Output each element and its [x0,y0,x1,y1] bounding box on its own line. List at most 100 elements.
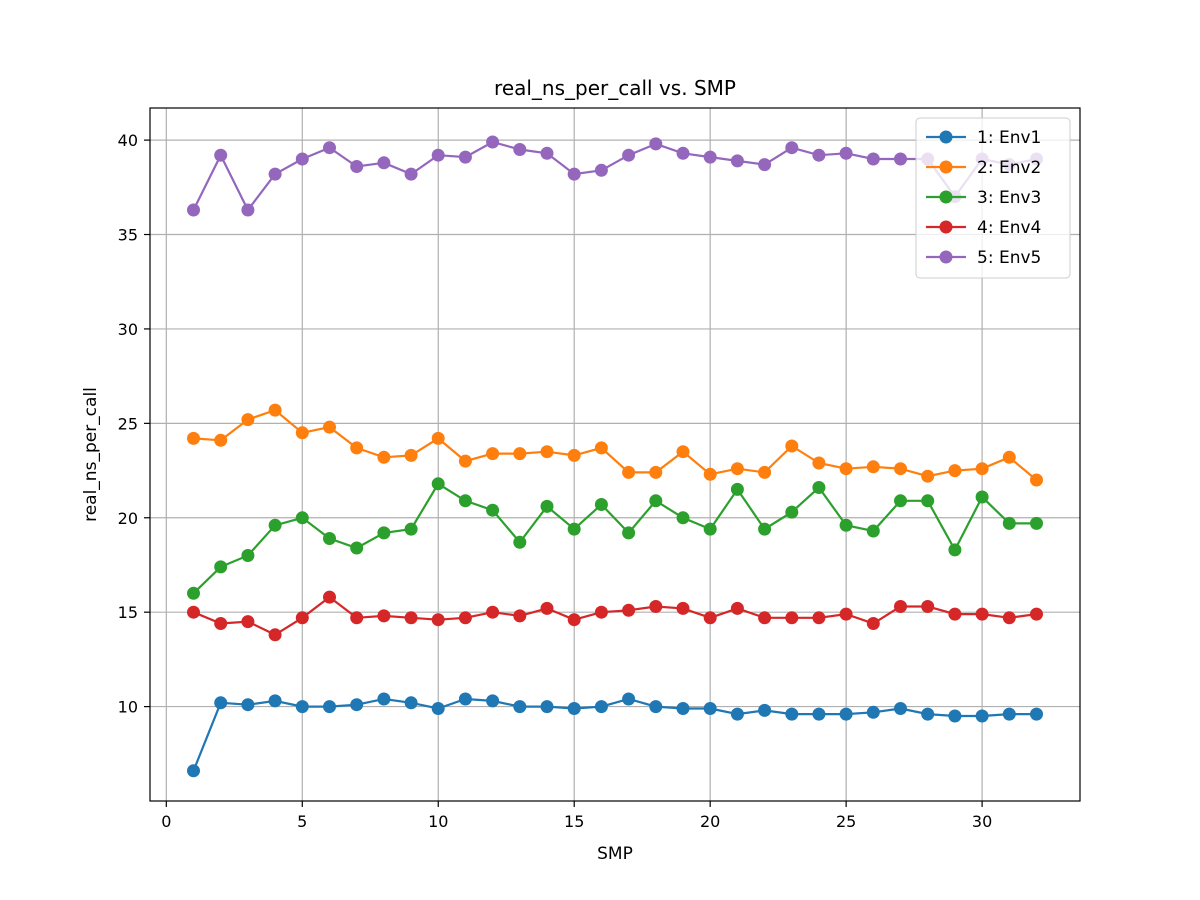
legend-item: 1: Env1 [926,128,1041,148]
data-point [812,707,826,721]
legend-swatch-marker [939,160,953,174]
data-point [1002,516,1016,530]
data-point [894,494,907,508]
data-point [187,605,200,619]
data-point [377,609,391,623]
data-point [948,607,962,621]
data-point [649,465,663,479]
data-point [730,462,744,476]
data-point [594,605,608,619]
data-point [975,462,989,476]
x-tick-label: 30 [972,812,992,831]
legend-swatch-marker [939,220,953,234]
data-point [295,511,309,525]
data-point [187,431,200,445]
y-tick-label: 30 [118,320,138,339]
data-point [622,465,636,479]
data-point [268,694,282,708]
data-point [377,156,391,170]
data-point [486,135,500,149]
data-point [676,601,690,615]
data-point [540,499,554,513]
data-point [649,137,663,151]
y-tick-label: 35 [118,226,138,245]
data-point [486,694,500,708]
series-group [187,135,1043,778]
series-env4 [187,590,1043,642]
data-point [540,445,554,459]
data-point [513,609,527,623]
data-point [241,698,255,712]
data-point [866,524,880,538]
data-point [676,511,690,525]
chart-title: real_ns_per_call vs. SMP [494,76,736,100]
data-point [594,441,608,455]
legend-swatch-marker [939,250,953,264]
data-point [785,611,799,625]
data-point [812,148,826,162]
data-point [758,465,772,479]
x-tick-label: 20 [700,812,720,831]
data-point [866,617,880,630]
data-point [458,611,472,625]
data-point [540,700,554,714]
data-point [1030,516,1043,530]
data-point [758,703,772,717]
data-point [458,692,472,706]
data-point [649,700,663,714]
legend-label: 1: Env1 [977,128,1041,148]
data-point [866,152,880,166]
data-point [866,705,880,719]
data-point [622,148,636,162]
data-point [458,494,472,508]
data-point [975,607,989,621]
data-point [214,617,228,630]
data-point [975,709,989,723]
data-point [513,447,527,461]
data-point [268,403,282,417]
x-axis-label: SMP [597,844,633,864]
data-point [486,605,500,619]
data-point [540,146,554,160]
plot-area-frame [149,107,1081,802]
data-point [458,150,472,164]
legend-swatch-marker [939,130,953,144]
data-point [975,490,989,504]
data-point [894,702,907,715]
y-tick-label: 40 [118,131,138,150]
data-point [567,167,581,181]
data-point [948,543,962,557]
data-point [812,456,826,470]
data-point [1002,611,1016,625]
data-point [785,141,799,155]
data-point [1030,473,1043,487]
data-point [404,522,418,536]
data-point [567,613,581,627]
data-point [377,692,391,706]
data-point [241,549,255,562]
legend-item: 2: Env2 [926,158,1041,178]
data-point [567,702,581,715]
data-point [404,167,418,181]
data-point [921,494,935,508]
data-point [676,445,690,459]
data-point [567,448,581,462]
data-point [866,460,880,474]
data-point [839,707,853,721]
data-point [431,148,445,162]
legend-label: 3: Env3 [977,188,1041,208]
data-point [458,454,472,468]
series-env2 [187,403,1043,487]
data-point [350,441,364,455]
data-point [268,167,282,181]
data-point [513,143,527,156]
data-point [785,707,799,721]
data-point [404,696,418,710]
data-point [350,698,364,712]
legend-item: 4: Env4 [926,218,1041,238]
data-point [1002,450,1016,464]
x-tick-label: 0 [161,812,171,831]
legend-swatch-marker [939,190,953,204]
data-point [431,431,445,445]
legend-box [915,117,1071,279]
